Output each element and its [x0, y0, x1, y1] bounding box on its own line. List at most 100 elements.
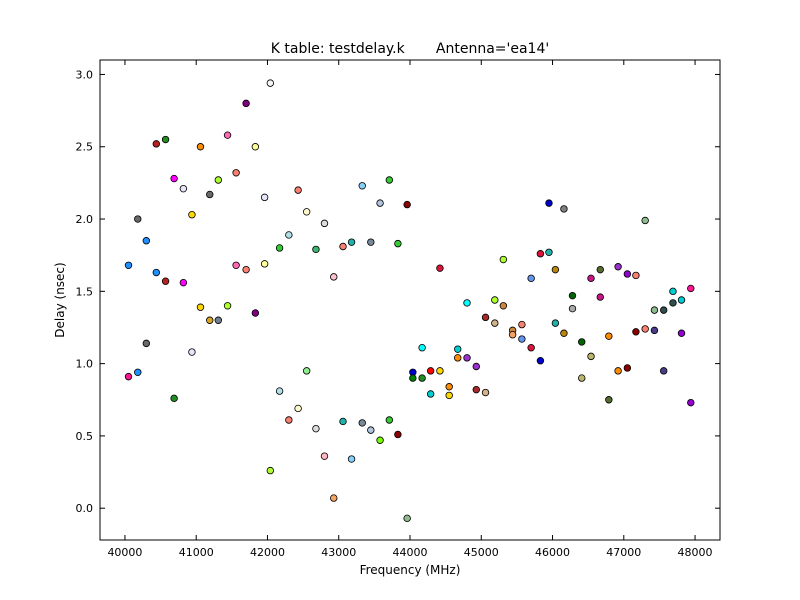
- data-point: [632, 328, 640, 336]
- data-point: [161, 135, 170, 144]
- data-point: [358, 419, 366, 427]
- y-tick-label: 1.0: [76, 358, 94, 371]
- data-point: [170, 394, 178, 403]
- x-tick-label: 40000: [107, 546, 142, 559]
- data-point: [394, 239, 402, 248]
- data-point: [641, 216, 649, 225]
- data-point: [196, 143, 205, 151]
- data-point: [367, 238, 375, 246]
- data-point: [339, 242, 347, 251]
- data-point: [481, 388, 490, 397]
- chart-title: K table: testdelay.k Antenna='ea14': [271, 41, 549, 57]
- data-point: [302, 208, 311, 216]
- x-tick-label: 41000: [179, 546, 214, 559]
- data-point: [134, 215, 142, 223]
- data-point: [650, 306, 659, 314]
- data-point: [124, 261, 133, 270]
- data-point: [632, 271, 640, 280]
- data-point: [491, 319, 499, 327]
- data-point: [551, 319, 560, 327]
- data-point: [385, 176, 394, 184]
- data-point: [436, 367, 444, 375]
- data-point: [499, 255, 508, 264]
- data-point: [339, 417, 347, 426]
- data-point: [196, 303, 205, 311]
- data-point: [436, 264, 444, 272]
- data-point: [660, 367, 668, 375]
- data-point: [518, 335, 526, 343]
- data-point: [179, 184, 188, 193]
- data-point: [142, 237, 151, 245]
- data-point: [161, 277, 170, 285]
- data-point: [568, 304, 577, 313]
- data-point: [669, 299, 677, 307]
- data-point: [330, 494, 338, 502]
- data-point: [454, 354, 462, 362]
- data-point: [605, 332, 613, 340]
- data-point: [491, 296, 499, 304]
- data-point: [347, 455, 356, 463]
- points-layer: [124, 79, 695, 523]
- data-point: [418, 344, 426, 352]
- data-point: [214, 176, 222, 184]
- data-point: [312, 424, 320, 433]
- data-point: [499, 302, 508, 310]
- data-point: [206, 190, 214, 199]
- data-point: [260, 193, 269, 202]
- data-point: [403, 200, 411, 209]
- data-point: [527, 344, 535, 352]
- y-tick-label: 0.0: [76, 502, 94, 515]
- data-point: [179, 278, 188, 287]
- data-point: [206, 316, 214, 324]
- data-point: [358, 182, 366, 190]
- data-point: [320, 219, 329, 228]
- x-tick-label: 48000: [678, 546, 713, 559]
- data-point: [472, 385, 480, 394]
- data-point: [232, 169, 240, 177]
- data-point: [320, 452, 329, 460]
- data-point: [445, 391, 453, 400]
- data-point: [687, 284, 695, 293]
- data-point: [385, 416, 394, 424]
- data-point: [568, 291, 577, 300]
- data-point: [170, 174, 178, 183]
- data-point: [266, 466, 275, 475]
- data-point: [445, 383, 453, 391]
- x-tick-label: 42000: [250, 546, 285, 559]
- data-point: [472, 362, 480, 371]
- x-tick-label: 46000: [535, 546, 570, 559]
- data-point: [347, 238, 356, 246]
- x-axis: 40000 41000 42000 43000 44000 45000 46000 47000…: [107, 60, 713, 559]
- data-point: [614, 367, 622, 375]
- data-point: [605, 396, 613, 404]
- data-point: [294, 186, 302, 194]
- x-tick-label: 43000: [321, 546, 356, 559]
- x-tick-label: 44000: [393, 546, 428, 559]
- y-tick-label: 3.0: [76, 68, 94, 81]
- y-tick-label: 1.5: [76, 285, 94, 298]
- data-point: [251, 143, 260, 151]
- data-point: [545, 199, 553, 207]
- data-point: [650, 326, 659, 335]
- data-point: [285, 416, 293, 424]
- data-point: [669, 287, 677, 296]
- data-point: [687, 398, 695, 407]
- data-point: [623, 270, 632, 278]
- data-point: [454, 345, 462, 353]
- data-point: [188, 348, 196, 356]
- data-point: [232, 261, 240, 270]
- data-point: [260, 260, 269, 268]
- data-point: [677, 296, 686, 304]
- data-point: [294, 404, 302, 413]
- data-point: [223, 131, 232, 139]
- data-point: [403, 514, 411, 523]
- data-point: [481, 313, 490, 322]
- data-point: [312, 245, 320, 254]
- data-point: [623, 364, 632, 372]
- y-tick-label: 2.0: [76, 213, 94, 226]
- data-point: [142, 339, 151, 348]
- data-point: [560, 329, 568, 337]
- data-point: [223, 302, 232, 310]
- data-point: [152, 140, 160, 148]
